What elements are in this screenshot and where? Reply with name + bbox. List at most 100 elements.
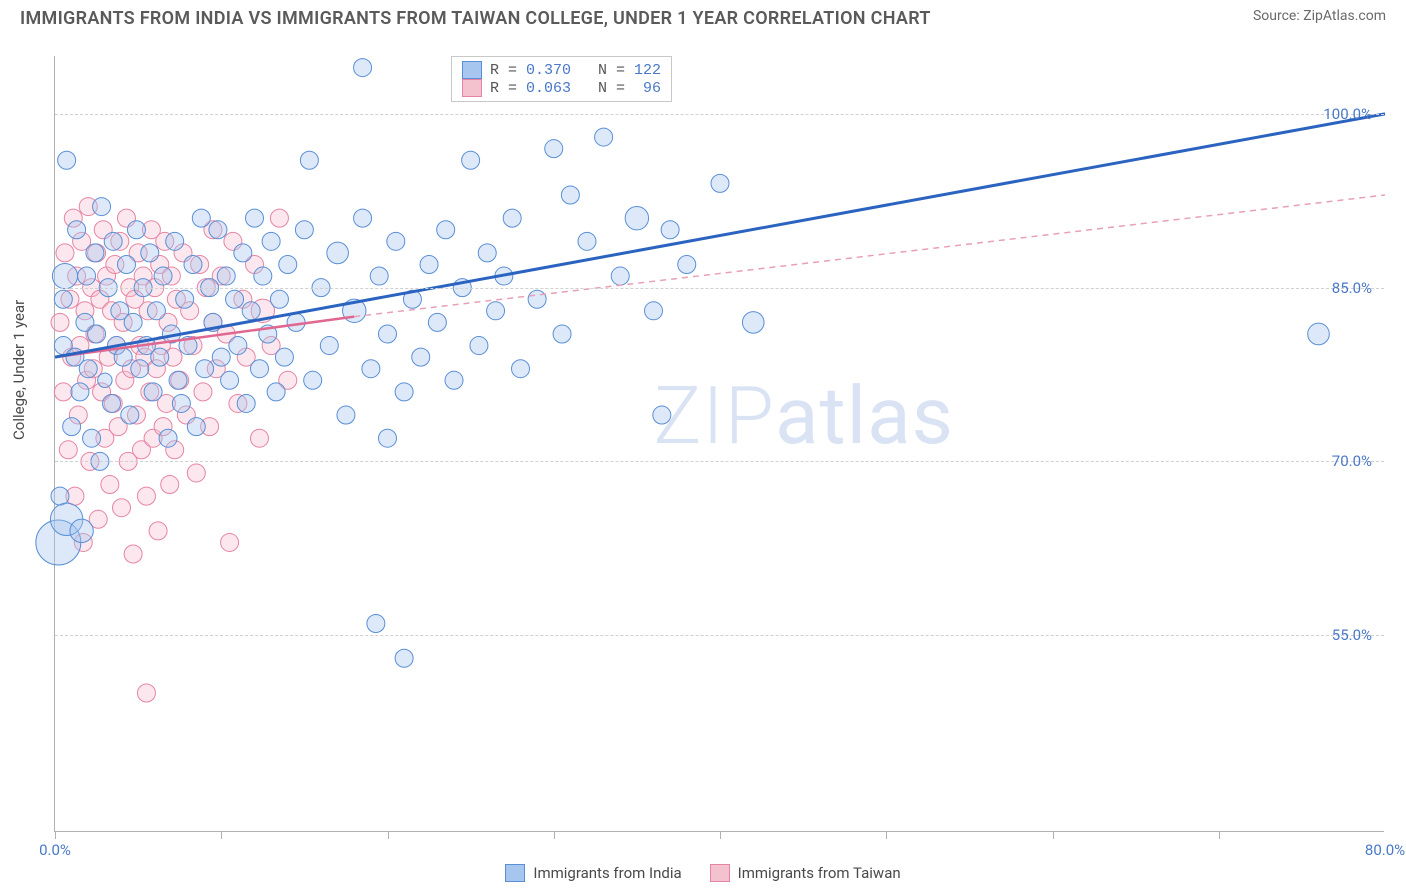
- scatter-point: [503, 209, 521, 227]
- scatter-point: [250, 360, 268, 378]
- scatter-point: [114, 348, 132, 366]
- scatter-point: [51, 313, 69, 331]
- scatter-point: [678, 255, 696, 273]
- scatter-point: [279, 255, 297, 273]
- scatter-point: [54, 383, 72, 401]
- scatter-point: [131, 360, 149, 378]
- scatter-point: [337, 406, 355, 424]
- scatter-point: [121, 406, 139, 424]
- x-tick: [221, 831, 222, 839]
- chart-svg: [55, 56, 1384, 831]
- scatter-point: [270, 209, 288, 227]
- chart-title: IMMIGRANTS FROM INDIA VS IMMIGRANTS FROM…: [20, 8, 931, 29]
- scatter-point: [59, 441, 77, 459]
- scatter-point: [79, 360, 97, 378]
- scatter-point: [161, 476, 179, 494]
- scatter-point: [611, 267, 629, 285]
- scatter-point: [412, 348, 430, 366]
- scatter-point: [1308, 323, 1330, 345]
- scatter-point: [98, 373, 112, 387]
- scatter-point: [172, 394, 190, 412]
- scatter-point: [221, 371, 239, 389]
- scatter-point: [93, 198, 111, 216]
- scatter-point: [379, 429, 397, 447]
- scatter-point: [645, 302, 663, 320]
- scatter-point: [711, 174, 729, 192]
- scatter-point: [275, 348, 293, 366]
- scatter-point: [144, 383, 162, 401]
- scatter-point: [270, 290, 288, 308]
- scatter-point: [387, 232, 405, 250]
- scatter-point: [117, 255, 135, 273]
- y-tick-label: 55.0%: [1332, 626, 1372, 644]
- scatter-point: [370, 267, 388, 285]
- scatter-point: [742, 312, 764, 334]
- scatter-point: [86, 244, 104, 262]
- scatter-point: [462, 151, 480, 169]
- x-tick: [554, 831, 555, 839]
- scatter-point: [354, 59, 372, 77]
- scatter-point: [194, 383, 212, 401]
- scatter-point: [113, 499, 131, 517]
- x-tick: [388, 831, 389, 839]
- bottom-legend: Immigrants from India Immigrants from Tai…: [0, 864, 1406, 882]
- legend-swatch: [462, 61, 482, 79]
- scatter-point: [51, 487, 69, 505]
- scatter-point: [445, 371, 463, 389]
- scatter-point: [149, 522, 167, 540]
- scatter-point: [420, 255, 438, 273]
- scatter-point: [192, 209, 210, 227]
- scatter-point: [187, 418, 205, 436]
- legend-label: Immigrants from India: [533, 864, 681, 882]
- scatter-point: [267, 383, 285, 401]
- correlation-legend-row: R = 0.063 N = 96: [462, 79, 661, 97]
- scatter-point: [234, 244, 252, 262]
- scatter-point: [512, 360, 530, 378]
- scatter-point: [254, 267, 272, 285]
- scatter-point: [327, 242, 349, 264]
- scatter-point: [295, 221, 313, 239]
- scatter-point: [63, 418, 81, 436]
- y-tick-label: 70.0%: [1332, 452, 1372, 470]
- scatter-point: [237, 394, 255, 412]
- scatter-point: [159, 429, 177, 447]
- scatter-point: [561, 186, 579, 204]
- scatter-point: [70, 519, 93, 542]
- scatter-point: [229, 337, 247, 355]
- y-axis-label: College, Under 1 year: [10, 300, 28, 440]
- gridline: [55, 114, 1384, 115]
- scatter-point: [320, 337, 338, 355]
- scatter-point: [68, 221, 86, 239]
- scatter-point: [395, 383, 413, 401]
- scatter-point: [212, 348, 230, 366]
- scatter-point: [137, 487, 155, 505]
- legend-stats: R = 0.063 N = 96: [490, 80, 661, 97]
- scatter-point: [196, 360, 214, 378]
- x-tick-label: 80.0%: [1365, 841, 1405, 859]
- scatter-point: [379, 325, 397, 343]
- scatter-point: [166, 232, 184, 250]
- scatter-point: [553, 325, 571, 343]
- scatter-point: [367, 615, 385, 633]
- scatter-point: [101, 476, 119, 494]
- scatter-point: [221, 533, 239, 551]
- scatter-point: [184, 255, 202, 273]
- scatter-point: [478, 244, 496, 262]
- scatter-point: [127, 221, 145, 239]
- chart-plot-area: 55.0%70.0%85.0%100.0%0.0%80.0%ZIPatlas: [54, 56, 1384, 832]
- gridline: [55, 635, 1384, 636]
- scatter-point: [528, 290, 546, 308]
- scatter-point: [625, 206, 648, 229]
- scatter-point: [154, 267, 172, 285]
- x-tick: [720, 831, 721, 839]
- scatter-point: [395, 649, 413, 667]
- y-tick-label: 85.0%: [1332, 279, 1372, 297]
- correlation-legend: R = 0.370 N = 122R = 0.063 N = 96: [451, 56, 672, 102]
- legend-item: Immigrants from India: [505, 864, 681, 882]
- scatter-point: [56, 244, 74, 262]
- scatter-point: [362, 360, 380, 378]
- legend-item: Immigrants from Taiwan: [710, 864, 901, 882]
- scatter-point: [124, 545, 142, 563]
- x-tick: [1053, 831, 1054, 839]
- scatter-point: [58, 151, 76, 169]
